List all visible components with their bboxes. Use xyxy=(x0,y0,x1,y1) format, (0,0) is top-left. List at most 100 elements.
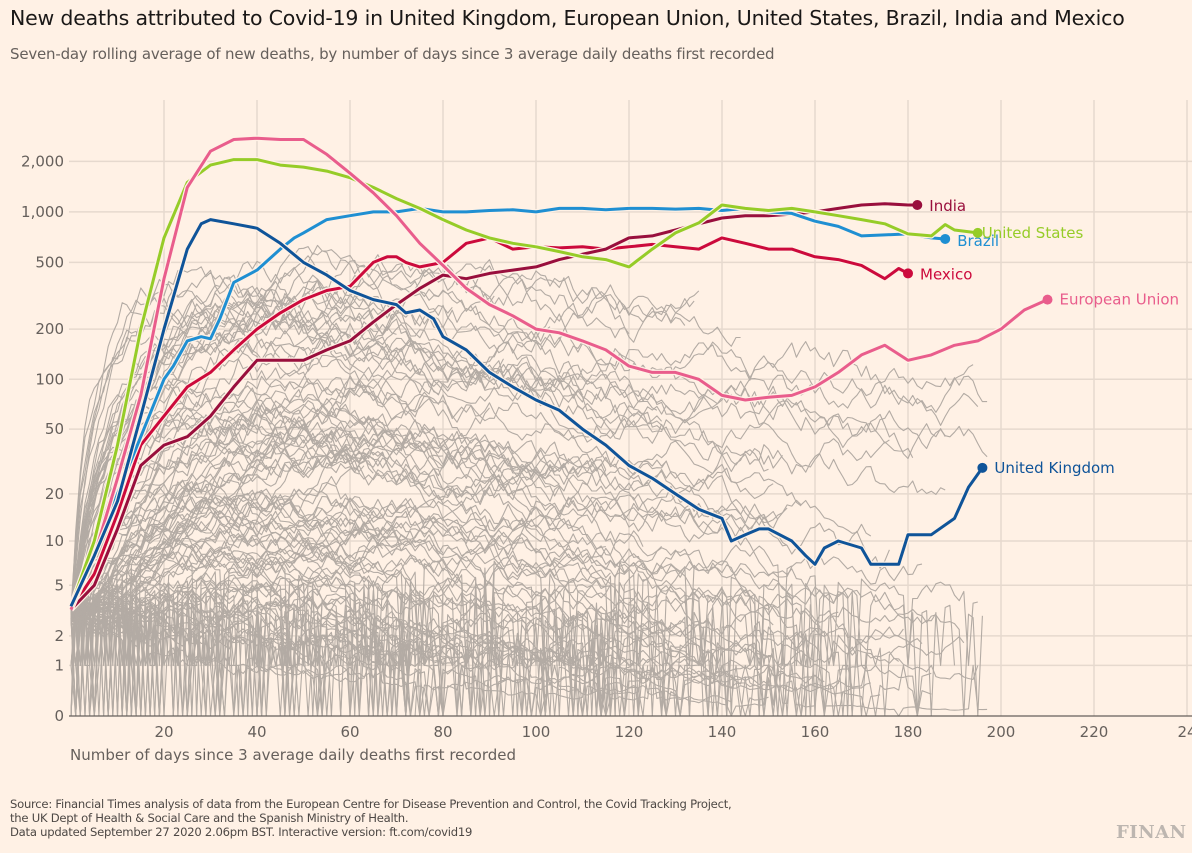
india-end-marker xyxy=(912,199,923,210)
european-union-end-marker xyxy=(1042,294,1053,305)
background-country-line xyxy=(70,263,700,611)
background-country-line xyxy=(70,546,672,717)
united-kingdom-line xyxy=(69,218,984,607)
background-country-line xyxy=(70,412,560,666)
background-country-line xyxy=(70,269,783,620)
background-country-line xyxy=(70,465,365,666)
brazil-end-marker xyxy=(940,233,951,244)
brazil-label: Brazil xyxy=(957,232,999,250)
brazil-line xyxy=(69,206,946,607)
x-tick-label: 20 xyxy=(154,723,173,741)
x-tick-label: 160 xyxy=(801,723,830,741)
x-tick-label: 140 xyxy=(708,723,737,741)
mexico-label: Mexico xyxy=(920,265,972,283)
y-tick-label: 10 xyxy=(45,532,64,550)
x-tick-label: 60 xyxy=(340,723,359,741)
mexico-end-marker xyxy=(903,268,913,279)
united-states-end-marker xyxy=(972,227,983,238)
y-tick-label: 1,000 xyxy=(21,203,64,221)
background-country-line xyxy=(70,589,825,717)
background-country-line xyxy=(70,539,425,717)
united-states-label: United States xyxy=(982,224,1084,242)
y-tick-label: 1 xyxy=(54,656,64,674)
background-country-line xyxy=(70,583,565,717)
background-country-line xyxy=(70,249,741,617)
background-country-line xyxy=(70,563,398,717)
x-tick-label: 220 xyxy=(1080,723,1109,741)
y-tick-label: 20 xyxy=(45,485,64,503)
chart-subtitle: Seven-day rolling average of new deaths,… xyxy=(10,45,775,63)
background-series-group xyxy=(70,244,988,717)
chart-title: New deaths attributed to Covid-19 in Uni… xyxy=(10,6,1125,30)
background-country-line xyxy=(70,497,644,717)
source-note: Source: Financial Times analysis of data… xyxy=(10,797,732,839)
background-country-line xyxy=(70,286,946,621)
background-country-line xyxy=(70,528,714,717)
y-tick-label: 100 xyxy=(35,370,64,388)
background-country-line xyxy=(70,555,369,717)
x-axis: 20 40 60 80 100 120 140 160 180 200 220 24 xyxy=(69,715,1192,741)
x-tick-label: 180 xyxy=(894,723,923,741)
background-country-line xyxy=(70,481,937,717)
background-country-line xyxy=(70,445,518,717)
source-line-2: the UK Dept of Health & Social Care and … xyxy=(10,811,409,825)
background-country-line xyxy=(70,330,658,611)
india-label: India xyxy=(929,197,966,215)
background-country-line xyxy=(70,255,686,717)
source-line-3: Data updated September 27 2020 2.06pm BS… xyxy=(10,825,473,839)
x-tick-label: 40 xyxy=(247,723,266,741)
european-union-label: European Union xyxy=(1060,291,1180,309)
x-tick-label: 24 xyxy=(1177,723,1192,741)
y-tick-label: 0 xyxy=(54,707,64,725)
background-country-line xyxy=(70,534,904,717)
background-country-line xyxy=(70,595,635,717)
background-country-line xyxy=(70,611,871,717)
background-country-line xyxy=(70,317,979,623)
background-country-line xyxy=(70,496,439,717)
background-country-line xyxy=(70,610,853,717)
x-tick-label: 120 xyxy=(615,723,644,741)
y-tick-label: 2,000 xyxy=(21,152,64,170)
background-country-line xyxy=(70,479,695,666)
background-country-line xyxy=(70,280,365,717)
y-tick-label: 50 xyxy=(45,420,64,438)
background-country-line xyxy=(70,510,793,717)
ft-brand-logo: FINAN xyxy=(1116,822,1187,843)
y-tick-label: 5 xyxy=(54,576,64,594)
x-axis-label: Number of days since 3 average daily dea… xyxy=(70,746,516,764)
background-country-line xyxy=(70,294,551,619)
background-country-line xyxy=(70,515,956,717)
background-country-line xyxy=(70,550,774,717)
european-union-line xyxy=(69,136,1049,611)
united-kingdom-label: United Kingdom xyxy=(994,459,1114,477)
background-country-line xyxy=(70,411,788,619)
y-tick-label: 500 xyxy=(35,253,64,271)
background-country-line xyxy=(71,593,751,717)
y-axis: 0 1 2 5 10 20 50 100 200 500 1,000 2,000 xyxy=(21,152,64,725)
background-country-line xyxy=(70,329,946,615)
background-country-line xyxy=(70,301,783,620)
series-group xyxy=(68,135,1049,612)
background-country-line xyxy=(70,244,695,717)
x-tick-label: 100 xyxy=(522,723,551,741)
united-kingdom-end-marker xyxy=(977,462,988,473)
background-country-line xyxy=(70,274,378,609)
mexico-line xyxy=(69,236,909,611)
background-country-line xyxy=(70,449,746,717)
united-states-line xyxy=(69,158,978,607)
background-country-line xyxy=(70,546,821,717)
background-country-line xyxy=(70,387,560,610)
background-country-line xyxy=(70,428,444,623)
background-country-line xyxy=(70,583,718,717)
x-tick-label: 200 xyxy=(987,723,1016,741)
background-country-line xyxy=(70,421,570,622)
background-country-line xyxy=(70,280,988,622)
united-kingdom-line-halo xyxy=(68,216,985,608)
background-country-line xyxy=(70,327,890,619)
source-line-1: Source: Financial Times analysis of data… xyxy=(10,797,732,811)
x-tick-label: 80 xyxy=(433,723,452,741)
y-tick-label: 200 xyxy=(35,320,64,338)
background-country-line xyxy=(70,488,811,717)
